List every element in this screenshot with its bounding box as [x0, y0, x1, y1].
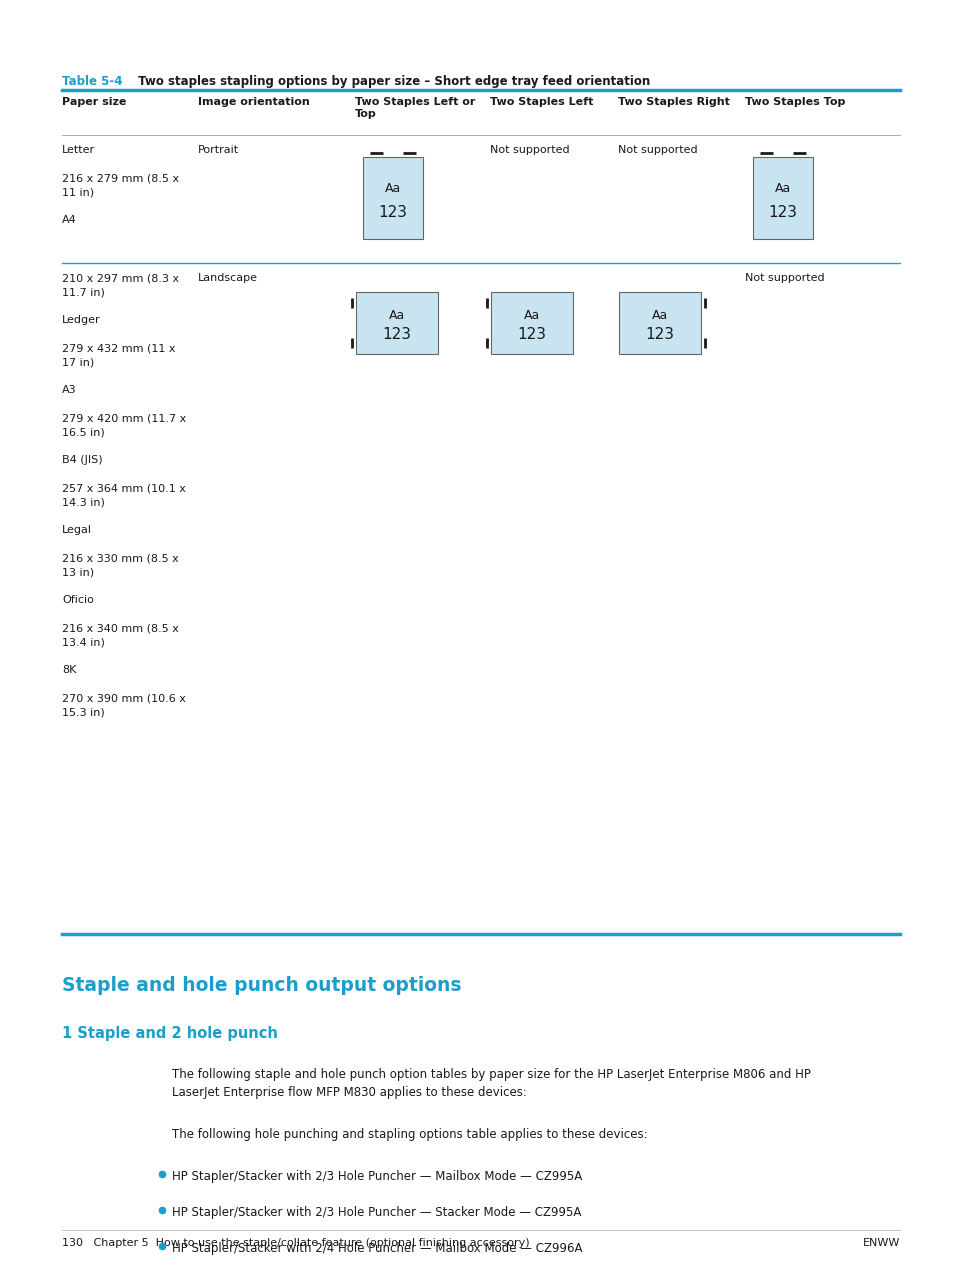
FancyBboxPatch shape: [363, 157, 422, 239]
Text: The following staple and hole punch option tables by paper size for the HP Laser: The following staple and hole punch opti…: [172, 1068, 810, 1099]
Text: 130   Chapter 5  How to use the staple/collate feature (optional finishing acces: 130 Chapter 5 How to use the staple/coll…: [62, 1238, 529, 1248]
Text: The following hole punching and stapling options table applies to these devices:: The following hole punching and stapling…: [172, 1128, 647, 1140]
Text: ENWW: ENWW: [862, 1238, 899, 1248]
Text: 123: 123: [645, 326, 674, 342]
Text: Two Staples Right: Two Staples Right: [618, 97, 729, 107]
Text: Two Staples Left: Two Staples Left: [490, 97, 593, 107]
Text: Not supported: Not supported: [744, 273, 823, 283]
FancyBboxPatch shape: [355, 292, 437, 354]
Text: Two Staples Left or
Top: Two Staples Left or Top: [355, 97, 475, 119]
Text: Not supported: Not supported: [490, 145, 569, 155]
Text: 123: 123: [382, 326, 411, 342]
Text: Aa: Aa: [651, 309, 667, 323]
Text: Table 5-4: Table 5-4: [62, 75, 122, 88]
Text: HP Stapler/Stacker with 2/4 Hole Puncher — Mailbox Mode — CZ996A: HP Stapler/Stacker with 2/4 Hole Puncher…: [172, 1242, 582, 1255]
Text: Aa: Aa: [523, 309, 539, 323]
Text: 123: 123: [378, 206, 407, 220]
Text: Not supported: Not supported: [618, 145, 697, 155]
FancyBboxPatch shape: [618, 292, 700, 354]
Text: 123: 123: [517, 326, 546, 342]
Text: HP Stapler/Stacker with 2/3 Hole Puncher — Stacker Mode — CZ995A: HP Stapler/Stacker with 2/3 Hole Puncher…: [172, 1206, 580, 1219]
Text: Aa: Aa: [384, 182, 400, 194]
Text: Staple and hole punch output options: Staple and hole punch output options: [62, 977, 461, 994]
Text: 123: 123: [768, 206, 797, 220]
Text: Paper size: Paper size: [62, 97, 126, 107]
Text: 210 x 297 mm (8.3 x
11.7 in)

Ledger

279 x 432 mm (11 x
17 in)

A3

279 x 420 m: 210 x 297 mm (8.3 x 11.7 in) Ledger 279 …: [62, 273, 186, 718]
Text: Two Staples Top: Two Staples Top: [744, 97, 844, 107]
Text: Letter

216 x 279 mm (8.5 x
11 in)

A4: Letter 216 x 279 mm (8.5 x 11 in) A4: [62, 145, 179, 225]
Text: Two staples stapling options by paper size – Short edge tray feed orientation: Two staples stapling options by paper si…: [133, 75, 650, 88]
Text: Aa: Aa: [774, 182, 790, 194]
Text: Landscape: Landscape: [198, 273, 257, 283]
Text: HP Stapler/Stacker with 2/3 Hole Puncher — Mailbox Mode — CZ995A: HP Stapler/Stacker with 2/3 Hole Puncher…: [172, 1170, 581, 1182]
Text: Portrait: Portrait: [198, 145, 239, 155]
FancyBboxPatch shape: [491, 292, 573, 354]
Text: 1 Staple and 2 hole punch: 1 Staple and 2 hole punch: [62, 1026, 277, 1041]
FancyBboxPatch shape: [752, 157, 812, 239]
Text: Image orientation: Image orientation: [198, 97, 310, 107]
Text: Aa: Aa: [389, 309, 405, 323]
